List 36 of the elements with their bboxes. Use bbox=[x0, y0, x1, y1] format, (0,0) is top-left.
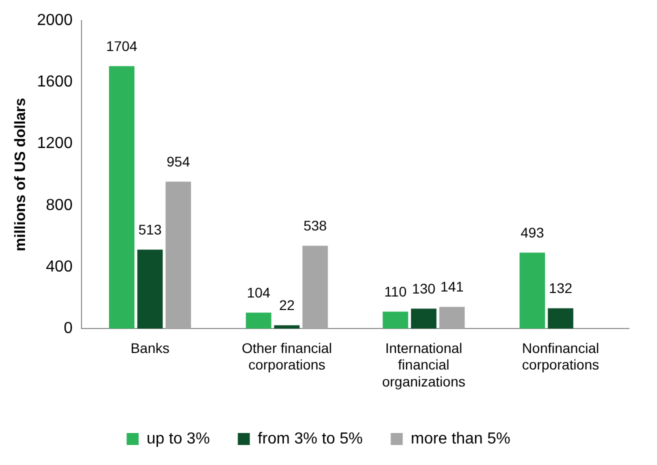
data-label: 22 bbox=[279, 297, 295, 314]
data-label: 104 bbox=[246, 284, 270, 300]
x-tick-label: Nonfinancial corporations bbox=[522, 340, 600, 373]
legend-label: up to 3% bbox=[146, 430, 210, 448]
legend-label: from 3% to 5% bbox=[258, 430, 363, 448]
bar bbox=[274, 325, 300, 329]
bar bbox=[548, 308, 574, 329]
x-tick-label: Other financial corporations bbox=[242, 340, 332, 373]
bar bbox=[302, 246, 328, 329]
y-axis-title: millions of US dollars bbox=[12, 98, 30, 252]
x-tick-label: Banks bbox=[130, 340, 170, 356]
bar bbox=[520, 252, 546, 329]
bar bbox=[410, 308, 436, 329]
y-tick-label: 1200 bbox=[37, 135, 73, 152]
legend-label: more than 5% bbox=[410, 430, 510, 448]
data-label: 110 bbox=[384, 284, 407, 300]
data-label: 1704 bbox=[106, 38, 138, 54]
bar bbox=[109, 66, 134, 329]
data-label: 538 bbox=[303, 218, 328, 234]
x-tick-label: International financial organizations bbox=[382, 340, 466, 390]
y-tick-label: 800 bbox=[46, 196, 73, 214]
data-label: 141 bbox=[440, 278, 464, 295]
y-tick-label: 400 bbox=[46, 258, 73, 276]
data-label: 132 bbox=[548, 280, 572, 296]
data-label: 493 bbox=[520, 224, 544, 241]
data-label: 513 bbox=[138, 221, 162, 238]
bar bbox=[246, 312, 272, 329]
bar bbox=[166, 182, 192, 329]
y-tick-label: 0 bbox=[64, 320, 73, 338]
bar bbox=[137, 250, 163, 329]
y-tick-label: 1600 bbox=[37, 74, 73, 91]
y-tick-label: 2000 bbox=[37, 12, 73, 30]
bar bbox=[382, 312, 408, 329]
data-label: 130 bbox=[412, 280, 436, 296]
bar bbox=[439, 306, 465, 329]
data-label: 954 bbox=[166, 154, 190, 170]
